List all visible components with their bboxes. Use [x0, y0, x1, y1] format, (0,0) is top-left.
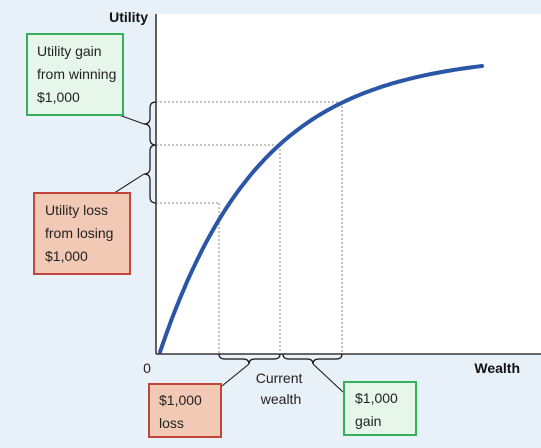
loss-wealth-connector: [221, 363, 250, 387]
utility-loss-line-2: from losing: [45, 225, 113, 241]
wealth-loss-line-1: $1,000: [159, 392, 202, 408]
wealth-loss-line-2: loss: [159, 415, 184, 431]
y-axis-label: Utility: [109, 9, 148, 25]
current-wealth-label: Current wealth: [256, 370, 307, 407]
utility-gain-label: Utility gain from winning $1,000: [37, 43, 120, 105]
wealth-gain-line-2: gain: [355, 413, 381, 429]
utility-gain-box: [26, 33, 124, 116]
wealth-gain-box: [343, 381, 417, 436]
wealth-gain-line-1: $1,000: [355, 390, 398, 406]
wealth-loss-box: [148, 383, 222, 438]
guide-lines: [156, 101, 343, 354]
utility-gain-line-3: $1,000: [37, 89, 80, 105]
x-axis-label: Wealth: [474, 360, 520, 376]
utility-curve: [158, 64, 484, 354]
utility-loss-box: [33, 192, 131, 275]
utility-loss-line-3: $1,000: [45, 248, 88, 264]
origin-label: 0: [143, 360, 151, 376]
gain-wealth-connector: [312, 363, 344, 393]
wealth-loss-label: $1,000 loss: [159, 392, 206, 431]
plot-area: [156, 14, 541, 354]
utility-loss-label: Utility loss from losing $1,000: [45, 202, 117, 264]
current-wealth-line-2: wealth: [260, 391, 301, 407]
wealth-gain-label: $1,000 gain: [355, 390, 402, 429]
utility-gain-line-1: Utility gain: [37, 43, 102, 59]
current-wealth-line-1: Current: [256, 370, 303, 386]
utility-loss-line-1: Utility loss: [45, 202, 108, 218]
utility-gain-line-2: from winning: [37, 66, 116, 82]
